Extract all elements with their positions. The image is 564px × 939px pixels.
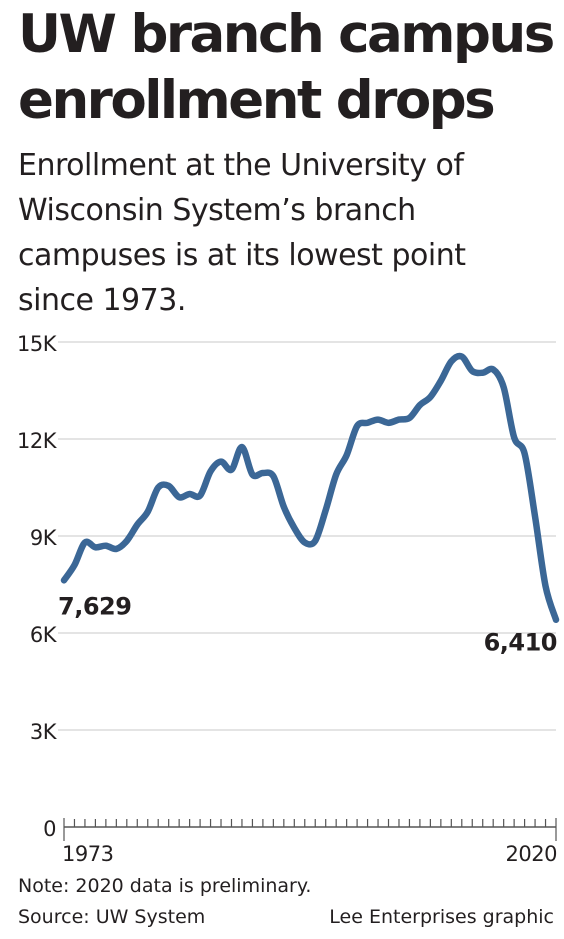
data-point-2014 [491,367,495,371]
data-point-1978 [114,547,118,551]
data-point-2002 [366,421,370,425]
data-point-1987 [209,469,213,473]
y-tick-label: 15K [17,332,58,356]
data-point-2020 [554,618,558,622]
data-point-2015 [502,385,506,389]
x-tick-label-end: 2020 [506,842,557,866]
data-point-2000 [345,453,349,457]
data-point-1989 [229,468,233,472]
data-point-1976 [93,545,97,549]
enrollment-series-line [60,352,560,623]
data-point-1979 [125,539,129,543]
chart-note: Note: 2020 data is preliminary. [18,875,312,897]
data-point-2004 [387,421,391,425]
annotations-layer: 7,629 6,410 [58,592,558,657]
data-point-1991 [250,473,254,477]
title-line-2: enrollment drops [18,70,496,131]
y-tick-label: 6K [30,623,58,647]
data-point-2010 [449,359,453,363]
data-point-1997 [313,539,317,543]
data-point-2019 [544,584,548,588]
x-axis: 1973 2020 [62,818,558,866]
x-tick-marks [63,818,557,841]
chart-title: UW branch campus enrollment drops [18,2,558,134]
title-line-1: UW branch campus [18,4,555,65]
data-point-2017 [523,452,527,456]
y-tick-label: 12K [17,429,58,453]
data-point-1973 [62,578,66,582]
data-point-2008 [428,395,432,399]
annotation-start-value: 7,629 [58,592,131,620]
data-point-1986 [198,494,202,498]
y-tick-labels: 0 3K 6K 9K 12K 15K [17,332,58,841]
annotation-end-value: 6,410 [484,629,557,657]
data-point-1993 [271,474,275,478]
data-point-2012 [470,369,474,373]
data-point-1992 [261,471,265,475]
chart-credit: Lee Enterprises graphic [329,906,554,928]
data-point-1977 [104,544,108,548]
data-point-2013 [481,371,485,375]
data-point-1994 [282,505,286,509]
data-point-1998 [324,508,328,512]
data-point-1974 [72,563,76,567]
data-point-1982 [156,486,160,490]
data-point-2007 [418,403,422,407]
y-tick-label: 9K [30,526,58,550]
y-tick-label: 3K [30,720,58,744]
x-tick-label-start: 1973 [62,842,113,866]
data-point-1999 [334,473,338,477]
grid-layer [58,341,556,731]
series-layer [60,352,560,623]
data-point-1995 [292,526,296,530]
enrollment-line-chart: 0 3K 6K 9K 12K 15K 1973 2020 7,629 6,410 [17,332,560,866]
data-point-1985 [188,492,192,496]
data-point-2009 [439,379,443,383]
data-point-1975 [83,540,87,544]
data-point-1988 [219,460,223,464]
data-point-2011 [460,355,464,359]
data-point-1980 [135,523,139,527]
series-points [62,355,558,622]
chart-subtitle: Enrollment at the University of Wisconsi… [18,148,466,318]
data-point-2003 [376,418,380,422]
data-point-1984 [177,495,181,499]
y-tick-label: 0 [43,817,56,841]
data-point-2016 [512,435,516,439]
data-point-2006 [407,416,411,420]
data-point-2001 [355,424,359,428]
data-point-1996 [303,540,307,544]
chart-source: Source: UW System [18,906,206,928]
data-point-1990 [240,445,244,449]
data-point-2005 [397,418,401,422]
data-point-2018 [533,515,537,519]
data-point-1983 [167,484,171,488]
data-point-1981 [146,510,150,514]
